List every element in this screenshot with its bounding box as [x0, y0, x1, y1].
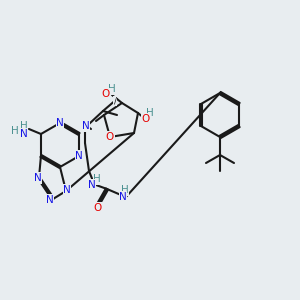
Text: H: H	[11, 126, 19, 136]
Text: H: H	[121, 185, 129, 195]
Text: N: N	[34, 173, 42, 183]
Text: H: H	[146, 108, 154, 118]
Text: H: H	[93, 174, 101, 184]
Text: N: N	[75, 151, 83, 161]
Text: N: N	[20, 129, 28, 139]
Text: N: N	[119, 192, 127, 202]
Text: O: O	[102, 89, 110, 99]
Text: N: N	[82, 121, 90, 131]
Text: N: N	[88, 180, 96, 190]
Text: O: O	[142, 114, 150, 124]
Text: N: N	[56, 118, 64, 128]
Text: O: O	[106, 132, 114, 142]
Text: O: O	[94, 203, 102, 213]
Text: /: /	[113, 97, 116, 106]
Text: H: H	[20, 121, 28, 131]
Text: N: N	[46, 195, 54, 205]
Text: H: H	[108, 84, 116, 94]
Text: N: N	[63, 185, 71, 195]
